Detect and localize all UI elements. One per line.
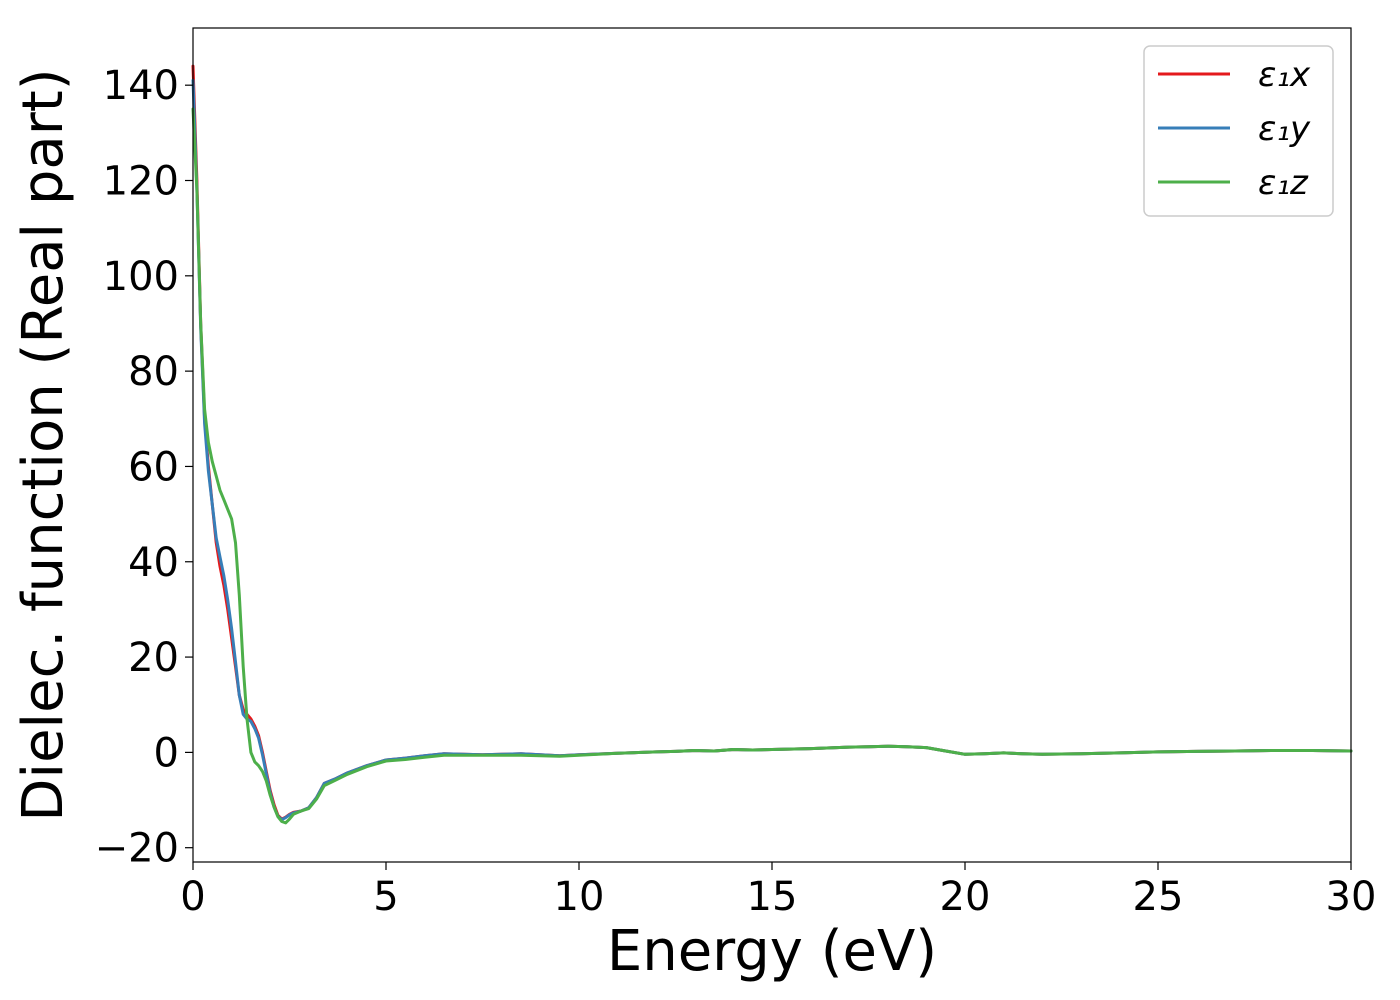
x-tick-label: 10 xyxy=(554,874,605,920)
x-tick-label: 25 xyxy=(1133,874,1184,920)
y-tick-label: 120 xyxy=(103,159,179,205)
legend-label-2: ε₁y xyxy=(1258,109,1311,149)
y-tick-label: 0 xyxy=(154,730,179,776)
x-tick-label: 20 xyxy=(940,874,991,920)
y-tick-label: 60 xyxy=(128,444,179,490)
legend-box xyxy=(1143,45,1334,217)
series-line-3 xyxy=(191,107,1353,825)
y-tick-label: 100 xyxy=(103,254,179,300)
y-axis: −20 0 20 40 60 80 100 120 140 xyxy=(95,63,193,872)
series-layer xyxy=(191,64,1353,825)
x-axis-title: Energy (eV) xyxy=(607,919,937,984)
y-axis-title: Dielec. function (Real part) xyxy=(11,68,76,821)
legend-label-3: ε₁z xyxy=(1258,163,1309,203)
legend: ε₁x ε₁y ε₁z xyxy=(1143,45,1334,217)
x-tick-label: 5 xyxy=(373,874,398,920)
y-tick-label: 20 xyxy=(128,635,179,681)
y-tick-label: 80 xyxy=(128,349,179,395)
legend-label-1: ε₁x xyxy=(1258,55,1311,95)
y-tick-label: 40 xyxy=(128,540,179,586)
y-tick-label: 140 xyxy=(103,63,179,109)
x-tick-label: 0 xyxy=(180,874,205,920)
x-tick-label: 30 xyxy=(1326,874,1377,920)
x-tick-label: 15 xyxy=(747,874,798,920)
x-axis: 0 5 10 15 20 25 30 xyxy=(180,862,1376,920)
y-tick-label: −20 xyxy=(95,826,179,872)
